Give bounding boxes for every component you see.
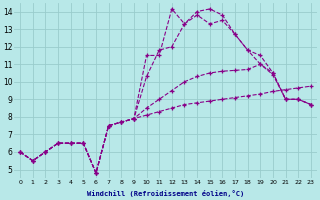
X-axis label: Windchill (Refroidissement éolien,°C): Windchill (Refroidissement éolien,°C) [87,190,244,197]
